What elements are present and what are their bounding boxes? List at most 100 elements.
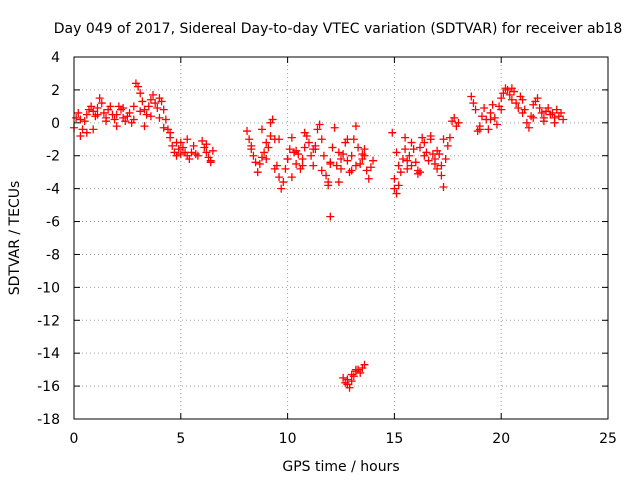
data-point bbox=[401, 133, 410, 142]
y-tick-label: -8 bbox=[46, 247, 60, 263]
data-point bbox=[298, 161, 307, 170]
data-point bbox=[292, 159, 301, 168]
data-point bbox=[277, 184, 286, 193]
data-point bbox=[202, 140, 211, 149]
data-point bbox=[121, 117, 130, 126]
data-point bbox=[317, 166, 326, 175]
data-point bbox=[159, 123, 168, 132]
data-point bbox=[411, 158, 420, 167]
axis-ticks bbox=[73, 56, 609, 420]
data-point bbox=[243, 127, 252, 136]
data-point bbox=[505, 90, 514, 99]
data-point bbox=[292, 146, 301, 155]
data-point bbox=[99, 108, 108, 117]
data-point bbox=[439, 182, 448, 191]
data-point bbox=[95, 94, 104, 103]
data-point bbox=[524, 123, 533, 132]
data-point bbox=[533, 94, 542, 103]
data-point bbox=[208, 146, 217, 155]
data-point bbox=[418, 133, 427, 142]
data-point bbox=[354, 143, 363, 152]
data-point bbox=[304, 138, 313, 147]
data-point bbox=[362, 166, 371, 175]
data-point bbox=[187, 148, 196, 157]
data-point bbox=[146, 95, 155, 104]
data-point bbox=[351, 161, 360, 170]
data-point bbox=[206, 158, 215, 167]
data-point bbox=[552, 105, 561, 114]
data-point bbox=[345, 383, 354, 392]
data-point bbox=[287, 173, 296, 182]
data-point bbox=[313, 125, 322, 134]
data-point bbox=[315, 120, 324, 129]
data-point bbox=[484, 125, 493, 134]
data-point bbox=[510, 87, 519, 96]
x-tick-labels: 0 5 10 15 20 25 bbox=[70, 431, 617, 447]
data-point bbox=[347, 166, 356, 175]
data-point bbox=[82, 110, 91, 119]
data-point bbox=[89, 125, 98, 134]
data-point bbox=[185, 155, 194, 164]
data-point bbox=[140, 105, 149, 114]
data-point bbox=[257, 125, 266, 134]
data-point bbox=[322, 171, 331, 180]
data-point bbox=[191, 150, 200, 159]
data-point bbox=[183, 135, 192, 144]
data-point bbox=[198, 136, 207, 145]
data-point bbox=[281, 164, 290, 173]
data-point bbox=[129, 115, 138, 124]
data-point bbox=[537, 108, 546, 117]
data-point bbox=[409, 145, 418, 154]
data-point bbox=[445, 133, 454, 142]
data-point bbox=[366, 163, 375, 172]
data-point bbox=[343, 375, 352, 384]
data-point bbox=[142, 110, 151, 119]
data-point bbox=[497, 94, 506, 103]
data-point bbox=[172, 138, 181, 147]
data-point bbox=[396, 168, 405, 177]
data-point bbox=[407, 138, 416, 147]
data-point bbox=[347, 151, 356, 160]
data-point bbox=[149, 90, 158, 99]
data-point bbox=[401, 145, 410, 154]
data-point bbox=[503, 85, 512, 94]
data-point bbox=[193, 151, 202, 160]
data-point bbox=[403, 164, 412, 173]
data-point bbox=[91, 112, 100, 121]
data-point bbox=[490, 113, 499, 122]
data-point bbox=[443, 141, 452, 150]
data-point bbox=[403, 156, 412, 165]
data-point bbox=[285, 145, 294, 154]
data-point bbox=[469, 99, 478, 108]
data-point bbox=[168, 141, 177, 150]
data-point bbox=[202, 148, 211, 157]
data-point bbox=[539, 117, 548, 126]
data-point bbox=[172, 151, 181, 160]
data-point bbox=[275, 173, 284, 182]
data-point bbox=[492, 120, 501, 129]
data-point bbox=[364, 174, 373, 183]
data-point bbox=[527, 112, 536, 121]
data-point bbox=[89, 107, 98, 116]
data-point bbox=[87, 102, 96, 111]
data-point bbox=[82, 128, 91, 137]
data-point bbox=[134, 82, 143, 91]
data-point bbox=[392, 189, 401, 198]
data-point bbox=[266, 118, 275, 127]
data-point bbox=[157, 97, 166, 106]
data-point bbox=[471, 105, 480, 114]
data-point bbox=[522, 118, 531, 127]
data-point bbox=[153, 104, 162, 113]
data-point bbox=[317, 135, 326, 144]
data-point bbox=[337, 164, 345, 173]
x-tick-label: 5 bbox=[176, 431, 185, 447]
data-point bbox=[390, 174, 399, 183]
data-point bbox=[330, 123, 339, 132]
data-point bbox=[334, 178, 343, 187]
data-point bbox=[251, 158, 260, 167]
data-point bbox=[174, 145, 183, 154]
x-tick-label: 15 bbox=[385, 431, 403, 447]
data-point bbox=[347, 370, 356, 379]
data-point bbox=[441, 155, 450, 164]
